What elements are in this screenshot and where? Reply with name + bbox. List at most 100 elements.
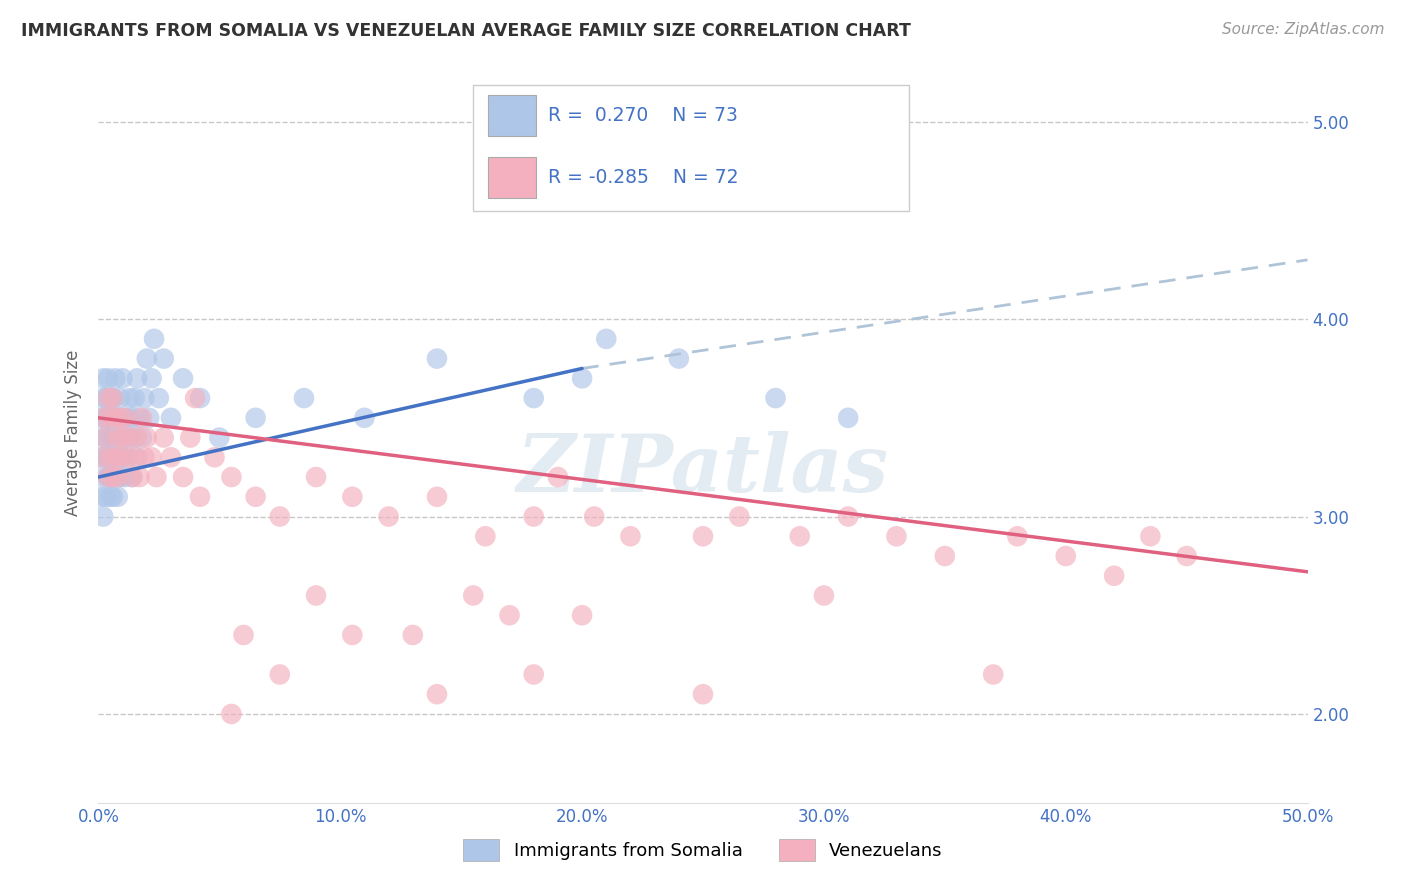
Point (1175, 549, 1198, 563)
Y-axis label: Average Family Size: Average Family Size (65, 350, 83, 516)
Point (837, 410, 859, 425)
FancyBboxPatch shape (474, 85, 908, 211)
Point (692, 687, 714, 701)
Point (813, 589, 835, 603)
Point (131, 431, 153, 445)
Point (104, 410, 127, 425)
Point (118, 391, 141, 405)
Point (353, 410, 375, 425)
Point (128, 470, 150, 484)
Point (108, 470, 131, 484)
Point (104, 470, 127, 484)
Point (523, 509, 546, 524)
Point (97, 470, 120, 484)
Point (101, 450, 124, 465)
Point (188, 391, 211, 405)
Point (111, 450, 134, 465)
Point (100, 391, 122, 405)
Point (124, 391, 146, 405)
Point (111, 410, 134, 425)
Point (143, 332, 166, 346)
FancyBboxPatch shape (488, 95, 536, 136)
Point (94, 490, 117, 504)
Point (101, 490, 124, 504)
Point (121, 470, 143, 484)
Point (121, 410, 143, 425)
Point (104, 450, 127, 465)
Point (101, 431, 124, 445)
Point (765, 391, 787, 405)
Point (1102, 568, 1125, 582)
Point (104, 371, 127, 385)
Point (100, 470, 122, 484)
Point (97, 450, 120, 465)
Point (172, 371, 194, 385)
Point (134, 450, 156, 465)
Point (108, 431, 131, 445)
Text: Source: ZipAtlas.com: Source: ZipAtlas.com (1222, 22, 1385, 37)
FancyBboxPatch shape (488, 157, 536, 197)
Point (100, 410, 122, 425)
Text: R = -0.285    N = 72: R = -0.285 N = 72 (548, 168, 738, 186)
Point (108, 410, 131, 425)
Point (184, 391, 207, 405)
Point (152, 351, 174, 366)
Point (91, 431, 114, 445)
Point (160, 450, 183, 465)
Point (305, 589, 328, 603)
Point (141, 450, 163, 465)
Point (141, 371, 163, 385)
Point (127, 450, 149, 465)
Point (619, 529, 641, 543)
Point (221, 706, 243, 721)
Point (474, 529, 496, 543)
Legend: Immigrants from Somalia, Venezuelans: Immigrants from Somalia, Venezuelans (456, 831, 950, 868)
Point (245, 490, 267, 504)
Point (91, 509, 114, 524)
Point (523, 391, 546, 405)
Point (91, 470, 114, 484)
Point (124, 450, 146, 465)
Point (463, 589, 485, 603)
Point (101, 470, 124, 484)
Point (269, 667, 291, 681)
Point (145, 470, 167, 484)
Point (172, 470, 194, 484)
Point (107, 450, 129, 465)
Point (97, 470, 120, 484)
Point (595, 332, 617, 346)
Point (114, 410, 136, 425)
Point (108, 391, 131, 405)
Point (135, 431, 157, 445)
Point (837, 509, 859, 524)
Point (426, 687, 449, 701)
Point (981, 667, 1004, 681)
Point (127, 371, 149, 385)
Point (377, 509, 399, 524)
Point (668, 351, 690, 366)
Point (583, 509, 606, 524)
Point (1139, 529, 1161, 543)
Point (204, 450, 226, 465)
Point (1054, 549, 1077, 563)
Point (100, 450, 122, 465)
Point (104, 410, 127, 425)
Point (179, 431, 201, 445)
Point (114, 470, 136, 484)
Point (245, 410, 267, 425)
Point (426, 351, 449, 366)
Point (160, 410, 183, 425)
Point (111, 431, 134, 445)
Point (94, 431, 117, 445)
Point (547, 470, 569, 484)
Point (94, 410, 117, 425)
Point (94, 450, 117, 465)
Text: ZIPatlas: ZIPatlas (517, 431, 889, 508)
Point (94, 431, 117, 445)
Point (128, 410, 150, 425)
Point (107, 490, 129, 504)
Point (138, 410, 160, 425)
Point (94, 391, 117, 405)
Point (118, 431, 141, 445)
Point (107, 410, 129, 425)
